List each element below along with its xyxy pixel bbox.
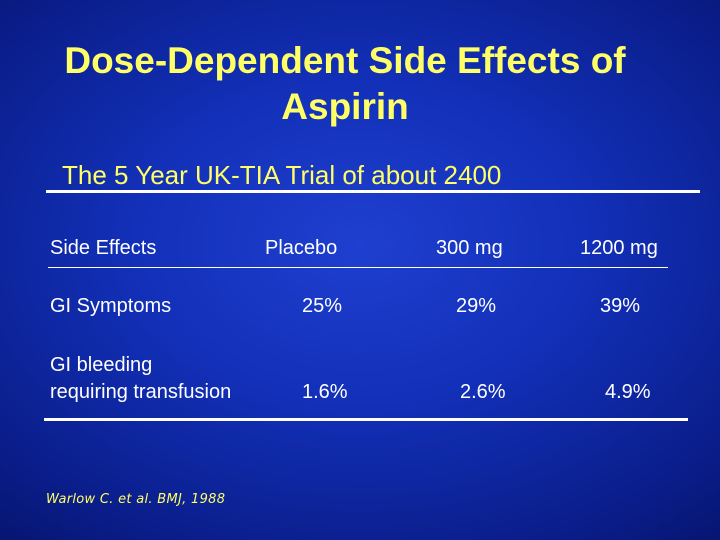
citation: Warlow C. et al. BMJ, 1988	[46, 492, 226, 507]
header-divider	[48, 267, 668, 268]
row-gi-symptoms-300mg: 29%	[456, 295, 497, 317]
row-gi-bleeding-300mg: 2.6%	[460, 381, 506, 403]
row-gi-symptoms-1200mg: 39%	[600, 295, 641, 317]
row-gi-bleeding-label-line2: requiring transfusion	[50, 381, 232, 403]
row-gi-bleeding-label-line1: GI bleeding	[50, 354, 153, 376]
row-gi-symptoms-label: GI Symptoms	[50, 295, 172, 317]
slide-title: Dose-Dependent Side Effects of Aspirin	[0, 38, 690, 130]
slide-title-line1: Dose-Dependent Side Effects of	[64, 40, 626, 81]
subtitle-underline	[46, 190, 700, 193]
row-gi-bleeding-placebo: 1.6%	[302, 381, 348, 403]
table-bottom-rule	[44, 418, 688, 421]
row-gi-bleeding-1200mg: 4.9%	[605, 381, 651, 403]
header-side-effects: Side Effects	[50, 237, 157, 259]
row-gi-symptoms-placebo: 25%	[302, 295, 343, 317]
header-1200mg: 1200 mg	[580, 237, 658, 259]
slide-title-line2: Aspirin	[281, 86, 409, 127]
slide-subtitle: The 5 Year UK-TIA Trial of about 2400	[62, 160, 502, 190]
header-300mg: 300 mg	[436, 237, 503, 259]
header-placebo: Placebo	[265, 237, 338, 259]
